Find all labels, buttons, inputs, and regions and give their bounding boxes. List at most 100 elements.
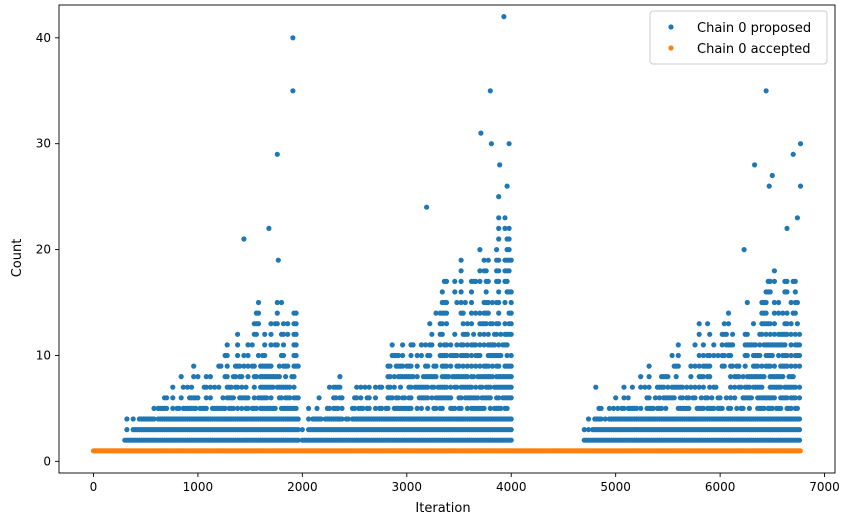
proposed-point xyxy=(508,299,514,306)
proposed-point xyxy=(675,352,681,359)
proposed-point xyxy=(418,342,424,348)
proposed-point xyxy=(797,141,804,147)
proposed-point xyxy=(278,395,285,401)
proposed-point xyxy=(471,374,477,380)
proposed-point xyxy=(335,405,341,411)
proposed-point xyxy=(477,268,483,274)
proposed-point xyxy=(771,331,778,337)
proposed-point xyxy=(235,405,241,411)
proposed-point xyxy=(473,278,479,284)
proposed-point xyxy=(408,384,414,390)
proposed-point xyxy=(478,130,484,136)
proposed-point xyxy=(468,299,475,306)
proposed-point xyxy=(508,384,514,390)
proposed-point xyxy=(502,299,508,306)
proposed-point xyxy=(638,384,644,390)
proposed-point xyxy=(262,342,268,348)
proposed-point xyxy=(358,384,364,390)
proposed-point xyxy=(203,374,209,380)
proposed-point xyxy=(692,395,698,401)
proposed-point xyxy=(646,363,652,369)
proposed-point xyxy=(326,384,333,390)
proposed-point xyxy=(414,363,420,369)
proposed-point xyxy=(776,310,782,316)
proposed-point xyxy=(494,247,500,253)
proposed-point xyxy=(621,395,627,401)
proposed-point xyxy=(164,395,170,401)
proposed-point xyxy=(264,395,270,401)
proposed-point xyxy=(650,405,656,411)
proposed-point xyxy=(629,384,636,390)
proposed-point xyxy=(216,384,222,390)
proposed-point xyxy=(253,374,259,380)
x-tick-label: 2000 xyxy=(287,480,318,494)
proposed-point xyxy=(506,141,512,147)
proposed-point xyxy=(245,342,251,348)
proposed-point xyxy=(130,416,136,422)
proposed-point xyxy=(443,310,450,316)
proposed-point xyxy=(771,363,778,369)
proposed-point xyxy=(638,374,644,380)
proposed-point xyxy=(740,374,746,380)
proposed-point xyxy=(784,331,790,337)
proposed-point xyxy=(498,331,504,337)
proposed-point xyxy=(763,310,769,316)
proposed-point xyxy=(796,384,803,390)
proposed-point xyxy=(443,363,450,369)
proposed-point xyxy=(728,374,734,380)
proposed-point xyxy=(468,310,475,316)
proposed-point xyxy=(178,374,184,380)
proposed-point xyxy=(496,289,502,295)
legend-label-proposed: Chain 0 proposed xyxy=(697,21,811,36)
proposed-point xyxy=(408,352,414,359)
proposed-point xyxy=(366,405,372,411)
proposed-point xyxy=(728,352,734,359)
proposed-point xyxy=(389,342,395,348)
proposed-point xyxy=(767,331,773,337)
proposed-point xyxy=(686,395,692,401)
proposed-point xyxy=(684,384,690,390)
proposed-point xyxy=(488,141,494,147)
proposed-point xyxy=(508,352,514,359)
proposed-point xyxy=(193,405,199,411)
proposed-point xyxy=(239,405,245,411)
proposed-point xyxy=(189,384,195,390)
x-tick-label: 0 xyxy=(90,480,98,494)
proposed-point xyxy=(498,352,504,359)
proposed-point xyxy=(732,395,738,401)
proposed-point xyxy=(274,321,280,327)
proposed-point xyxy=(792,331,798,337)
proposed-point xyxy=(448,342,454,348)
proposed-point xyxy=(506,268,512,274)
proposed-point xyxy=(784,352,790,359)
proposed-point xyxy=(776,299,782,306)
proposed-point xyxy=(262,352,268,359)
proposed-point xyxy=(228,384,234,390)
proposed-point xyxy=(224,363,230,369)
proposed-point xyxy=(792,278,798,284)
proposed-point xyxy=(360,405,366,411)
proposed-point xyxy=(656,395,663,401)
proposed-point xyxy=(487,395,493,401)
proposed-point xyxy=(481,331,487,337)
proposed-point xyxy=(437,342,443,348)
proposed-point xyxy=(719,342,725,348)
proposed-point xyxy=(496,395,502,401)
proposed-point xyxy=(276,363,282,369)
proposed-point xyxy=(280,321,287,327)
proposed-point xyxy=(433,310,439,316)
proposed-point xyxy=(796,352,803,359)
proposed-point xyxy=(454,342,460,348)
proposed-point xyxy=(508,310,514,316)
proposed-point xyxy=(784,225,790,231)
proposed-point xyxy=(725,321,732,327)
proposed-point xyxy=(462,299,468,306)
proposed-point xyxy=(458,299,464,306)
proposed-point xyxy=(696,321,702,327)
accepted-point xyxy=(797,448,803,454)
proposed-point xyxy=(491,342,498,348)
legend-label-accepted: Chain 0 accepted xyxy=(697,42,811,57)
proposed-point xyxy=(487,88,493,94)
proposed-point xyxy=(268,321,274,327)
proposed-point xyxy=(508,437,514,443)
